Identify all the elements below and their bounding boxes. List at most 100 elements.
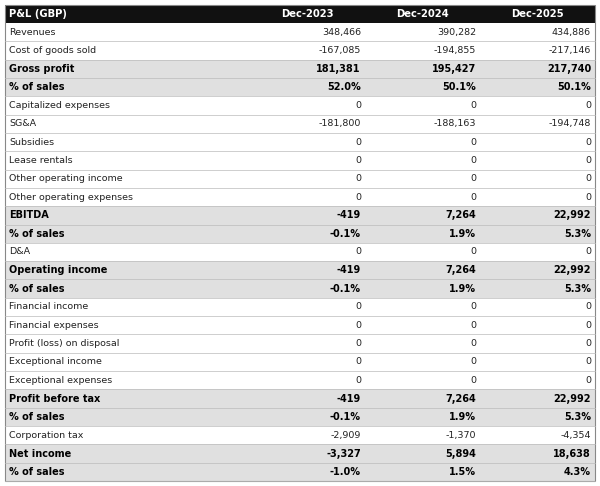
Text: 0: 0 (470, 156, 476, 165)
Bar (5, 334, 595, 353)
Text: Gross profit: Gross profit (9, 64, 74, 74)
Text: % of sales: % of sales (9, 467, 65, 477)
Bar (5, 188, 595, 206)
Text: -0.1%: -0.1% (330, 284, 361, 294)
Text: -217,146: -217,146 (548, 46, 591, 55)
Text: 0: 0 (355, 247, 361, 257)
Text: 0: 0 (470, 321, 476, 330)
Text: 0: 0 (470, 174, 476, 183)
Bar (5, 426, 595, 444)
Text: D&A: D&A (9, 247, 30, 257)
Bar (5, 225, 595, 243)
Bar (5, 60, 595, 78)
Text: 1.9%: 1.9% (449, 412, 476, 422)
Text: -3,327: -3,327 (326, 449, 361, 458)
Text: Operating income: Operating income (9, 265, 107, 276)
Text: Cost of goods sold: Cost of goods sold (9, 46, 96, 55)
Text: EBITDA: EBITDA (9, 210, 49, 220)
Bar (5, 96, 595, 115)
Text: % of sales: % of sales (9, 412, 65, 422)
Text: 0: 0 (355, 138, 361, 147)
Text: 0: 0 (470, 357, 476, 366)
Bar (5, 133, 595, 151)
Text: 0: 0 (470, 192, 476, 202)
Text: -1.0%: -1.0% (330, 467, 361, 477)
Text: 390,282: 390,282 (437, 28, 476, 36)
Text: 0: 0 (470, 339, 476, 348)
Text: 22,992: 22,992 (554, 394, 591, 403)
Text: 0: 0 (470, 138, 476, 147)
Text: 5.3%: 5.3% (564, 229, 591, 239)
Text: 0: 0 (585, 376, 591, 385)
Bar (5, 151, 595, 170)
Text: 50.1%: 50.1% (557, 82, 591, 92)
Text: 22,992: 22,992 (554, 210, 591, 220)
Text: 195,427: 195,427 (432, 64, 476, 74)
Bar (5, 463, 595, 481)
Text: 7,264: 7,264 (445, 394, 476, 403)
Text: Financial expenses: Financial expenses (9, 321, 98, 330)
Text: 0: 0 (355, 101, 361, 110)
Text: 0: 0 (470, 376, 476, 385)
Text: 0: 0 (355, 321, 361, 330)
Text: % of sales: % of sales (9, 82, 65, 92)
Text: 7,264: 7,264 (445, 265, 476, 276)
Text: Dec-2025: Dec-2025 (511, 9, 564, 19)
Text: Subsidies: Subsidies (9, 138, 54, 147)
Text: -419: -419 (337, 210, 361, 220)
Text: 0: 0 (470, 101, 476, 110)
Text: 5,894: 5,894 (445, 449, 476, 458)
Text: Other operating expenses: Other operating expenses (9, 192, 133, 202)
Bar (5, 78, 595, 96)
Text: Profit before tax: Profit before tax (9, 394, 100, 403)
Text: Exceptional income: Exceptional income (9, 357, 102, 366)
Text: 0: 0 (355, 302, 361, 312)
Text: 0: 0 (585, 357, 591, 366)
Text: Dec-2024: Dec-2024 (396, 9, 449, 19)
Text: Net income: Net income (9, 449, 71, 458)
Text: 0: 0 (585, 339, 591, 348)
Bar (5, 170, 595, 188)
Text: 7,264: 7,264 (445, 210, 476, 220)
Text: Revenues: Revenues (9, 28, 56, 36)
Text: 22,992: 22,992 (554, 265, 591, 276)
Bar (5, 206, 595, 225)
Text: 348,466: 348,466 (322, 28, 361, 36)
Text: 0: 0 (355, 174, 361, 183)
Bar (5, 261, 595, 279)
Text: Other operating income: Other operating income (9, 174, 122, 183)
Text: 0: 0 (355, 376, 361, 385)
Text: -194,748: -194,748 (548, 119, 591, 128)
Text: 0: 0 (585, 192, 591, 202)
Text: -2,909: -2,909 (331, 431, 361, 440)
Text: 0: 0 (470, 247, 476, 257)
Bar (5, 243, 595, 261)
Text: 0: 0 (355, 357, 361, 366)
Text: % of sales: % of sales (9, 284, 65, 294)
Text: 0: 0 (585, 302, 591, 312)
Text: 0: 0 (585, 101, 591, 110)
Bar (5, 353, 595, 371)
Text: -0.1%: -0.1% (330, 229, 361, 239)
Text: -188,163: -188,163 (433, 119, 476, 128)
Text: -1,370: -1,370 (445, 431, 476, 440)
Bar (5, 23, 595, 41)
Bar (5, 115, 595, 133)
Text: P&L (GBP): P&L (GBP) (9, 9, 67, 19)
Text: Lease rentals: Lease rentals (9, 156, 73, 165)
Text: 18,638: 18,638 (553, 449, 591, 458)
Text: SG&A: SG&A (9, 119, 36, 128)
Text: Dec-2023: Dec-2023 (281, 9, 334, 19)
Bar (5, 5, 595, 23)
Bar (5, 298, 595, 316)
Text: 1.9%: 1.9% (449, 229, 476, 239)
Text: -194,855: -194,855 (434, 46, 476, 55)
Text: 0: 0 (585, 174, 591, 183)
Bar (5, 279, 595, 298)
Text: 217,740: 217,740 (547, 64, 591, 74)
Bar (5, 444, 595, 463)
Text: 0: 0 (585, 321, 591, 330)
Text: -419: -419 (337, 265, 361, 276)
Bar (5, 389, 595, 408)
Text: -0.1%: -0.1% (330, 412, 361, 422)
